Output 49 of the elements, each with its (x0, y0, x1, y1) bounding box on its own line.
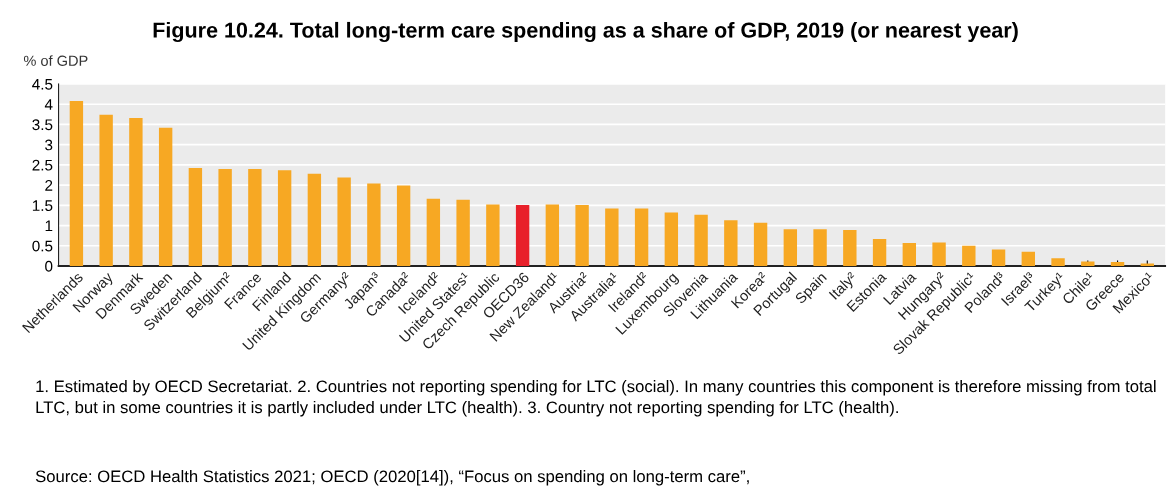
y-tick-label: 3 (45, 139, 53, 151)
bar (188, 168, 203, 266)
bar (218, 168, 232, 266)
bar (694, 214, 708, 266)
bar (367, 183, 381, 266)
bar (634, 208, 649, 266)
bar (872, 238, 887, 266)
text: 1. Estimated by OECD Secretariat. 2. Countries not reporting spending for LTC (social). In many countries this component is therefore missing from total LTC, but in some countries it is partly included under LTC (health). 3. Country not reporting spending for LTC (health). (36, 380, 1156, 417)
bar (277, 170, 292, 266)
bar (605, 208, 619, 266)
bar (575, 204, 589, 266)
y-tick-label: 2.5 (32, 159, 53, 171)
y-tick-label: 0 (45, 260, 53, 272)
bar (307, 173, 322, 266)
y-tick-label: 4.5 (32, 79, 53, 90)
bar (664, 212, 679, 266)
bar (753, 222, 768, 266)
bar (783, 229, 798, 266)
bar (545, 204, 560, 266)
chart-title: Figure 10.24. Total long-term care spending as a share of GDP, 2019 (or nearest year) (153, 21, 1018, 43)
bar (396, 185, 411, 266)
bar (813, 229, 827, 266)
bar (724, 220, 738, 266)
bar (991, 249, 1006, 266)
bar (337, 177, 351, 266)
bar (158, 127, 173, 266)
y-tick-label: 4 (44, 99, 53, 110)
y-tick-label: 3.5 (32, 119, 53, 131)
bar (1110, 261, 1125, 266)
y-tick-label: 1.5 (32, 200, 53, 212)
bar (456, 199, 470, 266)
y-tick-label: 2 (45, 179, 53, 191)
source-note: Source: OECD Health Statistics 2021; OECD (2020[14]), “Focus on spending on long-term care”, (35, 470, 749, 486)
bar (99, 114, 113, 266)
bar (129, 117, 143, 266)
bar (486, 204, 500, 266)
bar (1021, 251, 1035, 266)
bar (932, 242, 946, 266)
bar (843, 230, 857, 266)
y-tick-label: 1 (45, 220, 53, 232)
bar (902, 242, 917, 266)
bar (962, 245, 976, 266)
bar (426, 198, 441, 266)
bar (1051, 258, 1065, 266)
bar (515, 204, 530, 266)
bar (248, 168, 262, 266)
y-tick-label: 0.5 (32, 240, 53, 252)
bar (69, 100, 84, 266)
y-axis-title: % of GDP (23, 55, 88, 66)
